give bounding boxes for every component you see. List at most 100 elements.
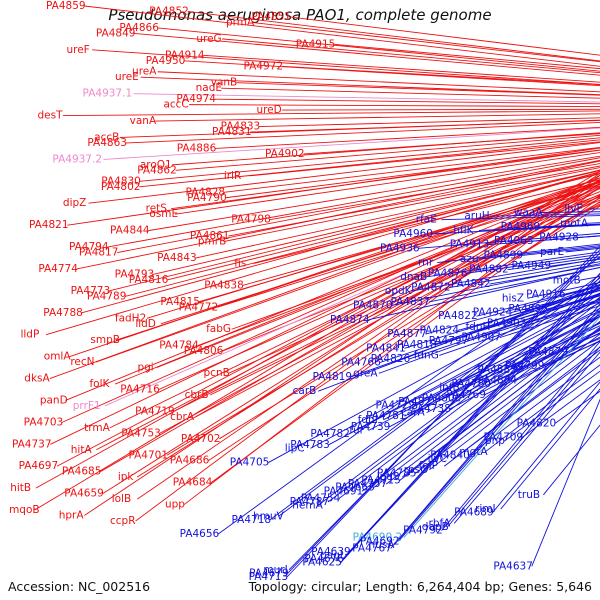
leader-line [350,287,600,378]
gene-label: upp [165,499,185,511]
leader-line [418,232,600,249]
gene-label: hitA [71,444,93,456]
gene-label: PA4859 [46,0,86,12]
gene-label: vanA [130,115,157,127]
leader-line [443,346,600,467]
gene-label: PA4840 [430,450,470,462]
leader-line [69,177,600,358]
gene-label: PA4703 [24,416,64,428]
gene-label: carB [293,385,317,397]
gene-label: PA4950 [146,55,186,67]
gene-label: PA4663 [335,482,375,494]
gene-label: desT [37,110,63,122]
gene-label: PA4937.2 [52,153,102,165]
leader-line [134,32,600,76]
leader-line [117,159,600,253]
leader-line [349,283,600,553]
gene-label: ureG [196,33,221,45]
gene-label: PA4697 [19,460,59,472]
gene-label: pagL [320,550,346,562]
leader-line [242,185,600,286]
gene-label: PA4816 [129,274,169,286]
gene-label: PA4960 [393,228,433,240]
leader-line [429,339,600,471]
leader-line [103,127,600,160]
gene-label: PA4915 [296,38,336,50]
leader-line [413,315,600,406]
leader-line [146,180,600,319]
leader-line [251,21,600,63]
gene-label: vanB [211,77,238,89]
leader-line [50,179,600,445]
gene-label: dapB [422,521,449,533]
gene-label: PA4784 [159,340,199,352]
leader-line [425,284,600,335]
leader-line [368,266,600,321]
gene-label: PA4780 [452,378,492,390]
gene-label: PA4789 [87,290,127,302]
gene-label: ureE [115,71,139,83]
gene-label: folK [89,378,110,390]
leader-line [281,65,600,86]
leader-line [492,381,600,513]
leader-line [287,248,600,574]
leader-line [278,277,600,517]
gene-label: PA4738 [411,403,451,415]
gene-label: prmA [226,16,255,28]
leader-line [435,293,600,346]
leader-line [428,267,600,303]
gene-label: PA4800 [422,392,462,404]
leader-line [391,263,600,306]
leader-line [484,336,600,396]
gene-label: PA4705 [230,457,270,469]
gene-label: PA4842 [451,278,491,290]
leader-line [489,332,600,385]
leader-line [459,329,600,399]
gene-label: ipk [118,471,135,483]
leader-line [282,108,600,111]
leader-line [81,171,600,314]
gene-label: PA4713 [249,571,289,583]
gene-label: motA [560,217,589,229]
gene-label: PA4886 [177,142,217,154]
gene-label: hprA [59,510,85,522]
leader-line [415,333,600,474]
gene-label: rpsO [404,464,429,476]
gene-label: PA4783 [290,439,330,451]
leader-line [135,174,600,522]
leader-line [167,173,600,281]
leader-line [119,119,600,138]
leader-line [286,245,600,578]
leader-line [92,49,600,85]
gene-label: mgtA [459,446,488,458]
gene-label: PA4883 [477,364,517,376]
gene-label: aroQ1 [140,159,172,171]
gene-label: PA4877 [387,328,427,340]
gene-label: fdnI [358,414,378,426]
gene-label: PA4837 [390,296,430,308]
gene-label: rbfA [429,517,452,529]
gene-label: PA4907 [461,332,501,344]
gene-label: PA4866 [119,22,159,34]
leader-line [436,322,600,403]
gene-label: PA4872 [411,282,451,294]
leader-line [65,181,600,401]
gene-label: PA4849 [96,27,136,39]
leader-line [269,274,600,521]
gene-label: PA4826 [371,353,411,365]
gene-label: PA4949 [512,260,552,272]
leader-line [221,87,600,99]
gene-label: PA4766 [341,357,381,369]
gene-label: accC [163,99,188,111]
gene-label: PA4899 [484,249,524,261]
gene-label: PA4797 [429,335,469,347]
leader-line [437,243,600,264]
leader-lines [34,5,600,578]
gene-label: retS [146,203,168,215]
gene-label: lldD [135,318,156,330]
leader-line [468,356,600,456]
leader-line [107,157,600,248]
gene-label: ureF [66,44,89,56]
leader-line [189,104,600,108]
gene-label: PA4870 [353,299,393,311]
